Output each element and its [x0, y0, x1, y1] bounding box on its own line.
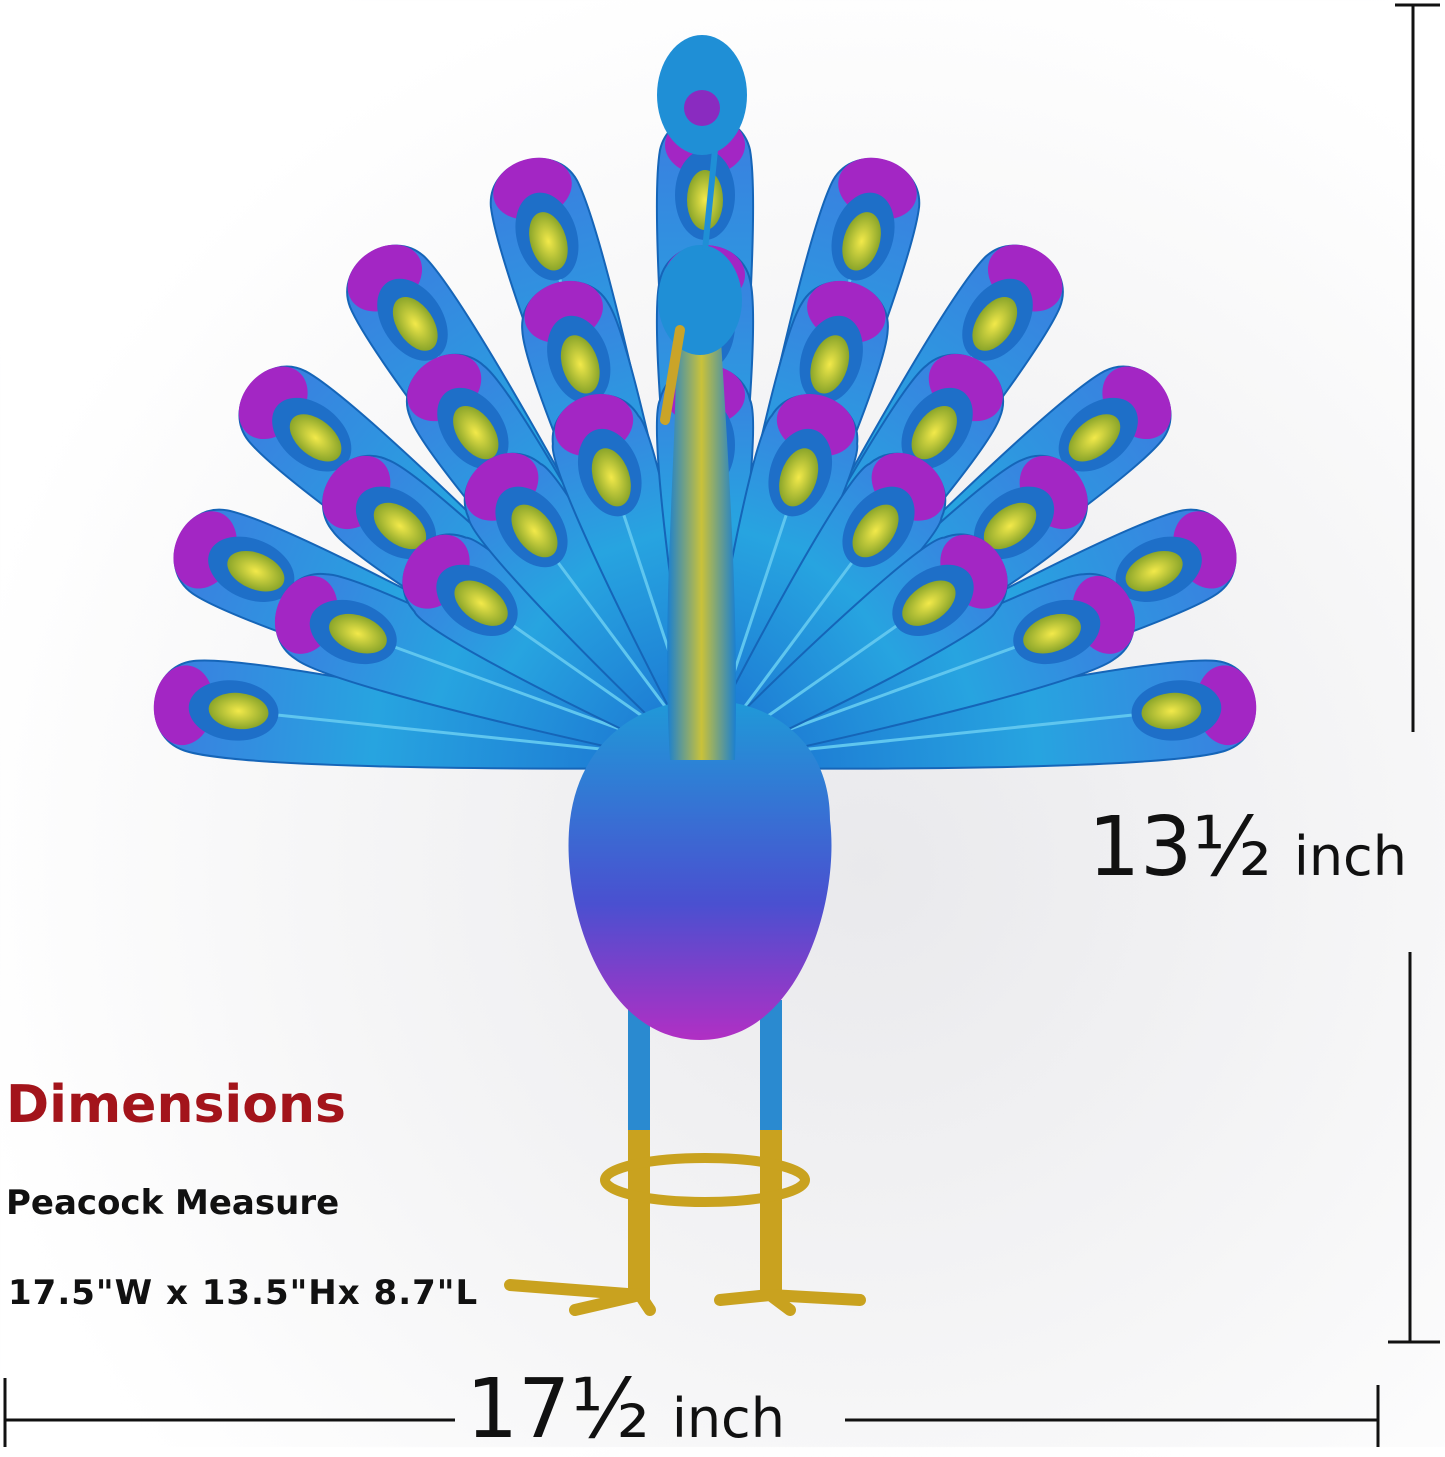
height-value: 13½	[1088, 800, 1272, 895]
width-value: 17½	[466, 1362, 650, 1457]
measure-value: 17.5"W x 13.5"Hx 8.7"L	[8, 1273, 479, 1313]
width-label: 17½ inch	[466, 1362, 785, 1457]
feather	[703, 659, 1257, 770]
height-dimension-line	[1388, 3, 1440, 1344]
feather	[699, 533, 1008, 768]
feather	[463, 452, 713, 767]
width-dimension-line	[3, 1378, 1380, 1447]
width-unit: inch	[671, 1387, 785, 1450]
feather	[153, 659, 707, 770]
height-unit: inch	[1293, 825, 1407, 888]
feather	[402, 533, 711, 768]
dimensions-title: Dimensions	[6, 1075, 346, 1135]
peacock-body	[504, 35, 866, 1316]
height-label: 13½ inch	[1088, 800, 1407, 895]
feather	[697, 452, 947, 767]
feather	[696, 393, 859, 764]
measure-label: Peacock Measure	[6, 1183, 340, 1223]
